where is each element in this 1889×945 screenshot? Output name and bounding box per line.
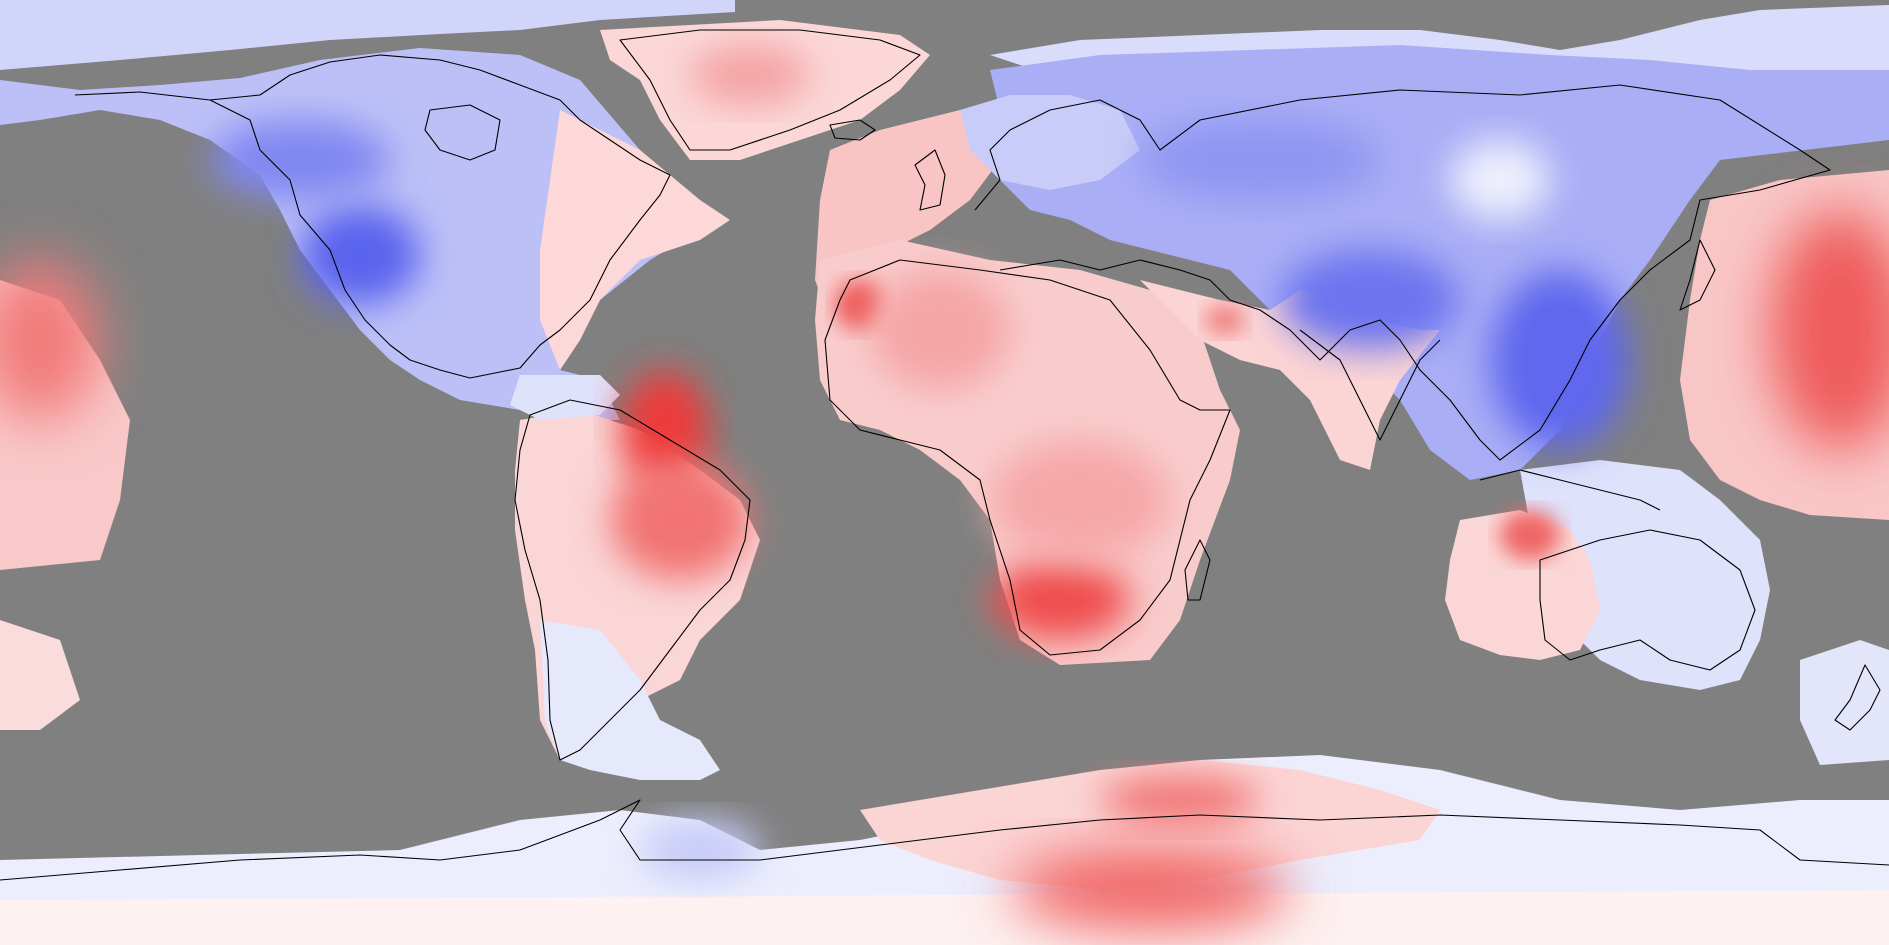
coastline-africa: [824, 259, 1231, 656]
coastline-indonesia: [1479, 469, 1661, 511]
coastline-japan: [1679, 239, 1716, 311]
coastline-antarctica: [0, 799, 1889, 881]
coastline-eurasia: [974, 84, 1831, 461]
left-southwest-warm: [0, 620, 80, 730]
caribbean: [510, 375, 620, 420]
coastline-new-zealand: [1834, 664, 1881, 731]
coastline-australia: [1539, 529, 1756, 671]
coastline-uk: [914, 149, 946, 211]
coastline-north-america: [74, 54, 671, 379]
coastline-madagascar: [1184, 539, 1211, 601]
coastline-greenland: [619, 29, 921, 151]
antarctica-bottom: [0, 890, 1889, 945]
coastlines: [0, 29, 1889, 881]
coastline-hudson: [424, 104, 501, 161]
coastline-iceland: [829, 119, 876, 141]
arctic-band: [0, 0, 735, 70]
west-australia-warm: [1445, 510, 1600, 660]
scandinavia: [960, 95, 1140, 190]
coastline-south-america: [514, 399, 751, 761]
antarctica-warm: [860, 760, 1440, 890]
anomaly-intensity: [0, 45, 1889, 930]
north-atlantic-strip: [540, 110, 730, 370]
coastline-india: [1299, 329, 1441, 441]
new-zealand: [1800, 640, 1889, 765]
